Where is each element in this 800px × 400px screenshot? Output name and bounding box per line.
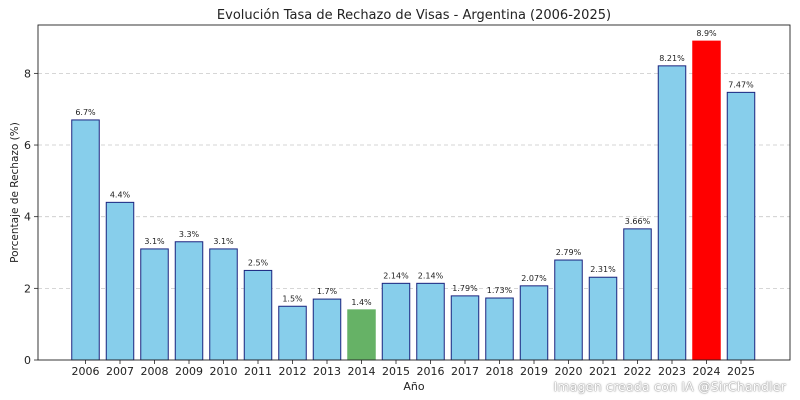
- data-label-2021: 2.31%: [590, 265, 616, 274]
- data-label-2016: 2.14%: [418, 271, 444, 280]
- bar-2025: [726, 91, 756, 361]
- bar-2023: [657, 65, 687, 361]
- data-label-2025: 7.47%: [728, 80, 754, 89]
- bar-2009: [174, 241, 204, 361]
- y-tick-label: 2: [24, 282, 31, 295]
- bar-2017: [450, 295, 480, 361]
- data-label-2010: 3.1%: [213, 237, 234, 246]
- data-label-2015: 2.14%: [383, 271, 409, 280]
- bar-2018: [485, 297, 514, 361]
- data-label-2008: 3.1%: [144, 237, 165, 246]
- data-label-2009: 3.3%: [179, 230, 200, 239]
- x-tick-label-2021: 2021: [589, 365, 617, 378]
- x-tick-label-2006: 2006: [72, 365, 100, 378]
- y-tick-label: 4: [24, 211, 31, 224]
- bar-2022: [623, 228, 652, 361]
- x-tick-label-2018: 2018: [486, 365, 514, 378]
- x-tick-label-2022: 2022: [624, 365, 652, 378]
- x-tick-label-2019: 2019: [520, 365, 548, 378]
- data-label-2017: 1.79%: [452, 284, 478, 293]
- data-label-2018: 1.73%: [487, 286, 513, 295]
- chart-title: Evolución Tasa de Rechazo de Visas - Arg…: [217, 8, 611, 23]
- x-tick-label-2017: 2017: [451, 365, 479, 378]
- bar-2019: [519, 285, 549, 361]
- bar-2014: [347, 309, 376, 361]
- y-tick-label: 8: [24, 67, 31, 80]
- x-tick-label-2011: 2011: [244, 365, 272, 378]
- bar-2020: [554, 259, 583, 361]
- x-tick-label-2009: 2009: [175, 365, 203, 378]
- plot-frame: [37, 24, 791, 361]
- x-axis-label: Año: [403, 380, 424, 393]
- data-label-2006: 6.7%: [75, 108, 96, 117]
- x-tick-label-2007: 2007: [106, 365, 134, 378]
- x-tick-label-2015: 2015: [382, 365, 410, 378]
- x-tick-label-2024: 2024: [693, 365, 721, 378]
- bar-2024: [692, 40, 721, 361]
- x-tick-label-2012: 2012: [279, 365, 307, 378]
- data-label-2022: 3.66%: [625, 217, 651, 226]
- data-label-2007: 4.4%: [110, 190, 131, 199]
- x-tick-label-2013: 2013: [313, 365, 341, 378]
- x-tick-label-2025: 2025: [727, 365, 755, 378]
- x-tick-label-2014: 2014: [348, 365, 376, 378]
- data-label-2023: 8.21%: [659, 54, 685, 63]
- bar-2012: [278, 305, 307, 361]
- bar-2010: [209, 248, 238, 361]
- data-label-2011: 2.5%: [248, 258, 269, 267]
- y-tick-label: 0: [24, 354, 31, 367]
- bar-2016: [416, 282, 445, 361]
- y-axis-label: Porcentaje de Rechazo (%): [9, 122, 21, 263]
- x-tick-label-2016: 2016: [417, 365, 445, 378]
- bar-2013: [312, 298, 342, 361]
- bar-2008: [140, 248, 169, 361]
- x-tick-label-2010: 2010: [210, 365, 238, 378]
- data-label-2019: 2.07%: [521, 274, 547, 283]
- x-tick-label-2008: 2008: [141, 365, 169, 378]
- x-tick-label-2023: 2023: [658, 365, 686, 378]
- bar-2021: [588, 276, 618, 361]
- data-label-2014: 1.4%: [351, 298, 372, 307]
- x-tick-label-2020: 2020: [555, 365, 583, 378]
- data-label-2024: 8.9%: [696, 29, 717, 38]
- bar-2007: [105, 201, 135, 361]
- data-label-2020: 2.79%: [556, 248, 582, 257]
- y-tick-label: 6: [24, 139, 31, 152]
- bar-2006: [71, 119, 100, 361]
- watermark: Imagen creada con IA @SirChandler: [553, 379, 786, 394]
- data-label-2013: 1.7%: [317, 287, 338, 296]
- bar-2011: [243, 269, 273, 361]
- data-label-2012: 1.5%: [282, 294, 303, 303]
- bar-2015: [381, 282, 411, 361]
